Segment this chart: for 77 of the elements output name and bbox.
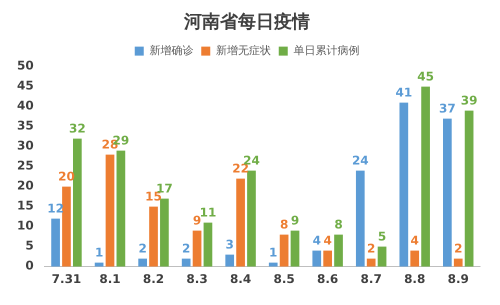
y-tick-label: 50 — [16, 58, 34, 73]
bar — [334, 234, 343, 267]
bar — [443, 118, 452, 267]
bar — [454, 258, 463, 267]
x-tick-label: 8.2 — [142, 272, 164, 286]
bar — [106, 154, 114, 267]
y-tick-label: 25 — [16, 158, 34, 173]
data-label: 2 — [454, 242, 462, 256]
bar — [280, 234, 288, 267]
data-label: 1 — [94, 246, 104, 260]
x-tick-label: 8.8 — [404, 272, 426, 286]
x-tick-label: 8.4 — [230, 272, 252, 286]
data-label: 2 — [138, 242, 147, 256]
bar — [192, 230, 202, 267]
data-label: 9 — [192, 214, 202, 228]
data-label: 45 — [417, 70, 434, 84]
data-label: 32 — [68, 122, 86, 136]
x-tick-label: 7.31 — [52, 272, 82, 286]
y-tick-label: 10 — [16, 218, 34, 233]
bar — [62, 186, 71, 267]
bar — [149, 206, 158, 267]
bar — [138, 258, 147, 267]
bar — [323, 250, 332, 267]
bar — [268, 262, 278, 267]
data-label: 9 — [290, 214, 300, 228]
data-label: 24 — [352, 154, 369, 168]
data-label: 11 — [200, 206, 216, 220]
x-tick-label: 8.6 — [317, 272, 338, 286]
x-tick-label: 8.9 — [448, 272, 469, 286]
bar — [116, 150, 126, 267]
bar — [366, 258, 376, 267]
bar — [464, 110, 474, 267]
bar — [72, 138, 82, 267]
bar — [182, 258, 191, 267]
y-tick-label: 5 — [25, 238, 34, 253]
x-tick-label: 8.1 — [99, 272, 121, 286]
bar — [236, 178, 245, 267]
bar — [51, 218, 60, 267]
data-label: 2 — [182, 242, 190, 256]
chart-title: 河南省每日疫情 — [183, 11, 310, 32]
y-tick-label: 45 — [16, 78, 34, 93]
y-tick-label: 0 — [25, 258, 34, 273]
bar — [356, 170, 365, 267]
bar — [378, 246, 386, 267]
bar — [94, 262, 104, 267]
data-label: 8 — [280, 218, 288, 232]
bar — [247, 170, 256, 267]
y-tick-label: 15 — [16, 198, 34, 213]
bar — [290, 230, 300, 267]
y-tick-label: 40 — [16, 98, 34, 113]
data-label: 4 — [410, 234, 419, 248]
y-tick-label: 20 — [16, 178, 34, 193]
data-label: 5 — [378, 230, 386, 244]
data-label: 37 — [439, 102, 456, 116]
data-label: 1 — [269, 246, 278, 260]
x-tick-label: 8.3 — [186, 272, 208, 286]
data-label: 41 — [395, 86, 412, 100]
bar — [410, 250, 420, 267]
legend-label: 新增无症状 — [216, 44, 271, 57]
bar — [160, 198, 169, 267]
bar — [204, 222, 212, 267]
x-tick-label: 8.5 — [273, 272, 295, 286]
data-label: 4 — [323, 234, 332, 248]
data-label: 39 — [460, 94, 478, 108]
y-tick-label: 35 — [16, 118, 34, 133]
data-label: 2 — [366, 242, 376, 256]
bar — [399, 102, 408, 267]
legend-label: 新增确诊 — [149, 44, 194, 57]
data-label: 4 — [312, 234, 321, 248]
data-label: 8 — [334, 218, 343, 232]
bar — [225, 254, 234, 267]
data-label: 3 — [226, 238, 234, 252]
legend-label: 单日累计病例 — [293, 44, 360, 57]
bar — [421, 86, 430, 267]
x-tick-label: 8.7 — [360, 272, 382, 286]
bar — [312, 250, 322, 267]
y-tick-label: 30 — [16, 138, 34, 153]
